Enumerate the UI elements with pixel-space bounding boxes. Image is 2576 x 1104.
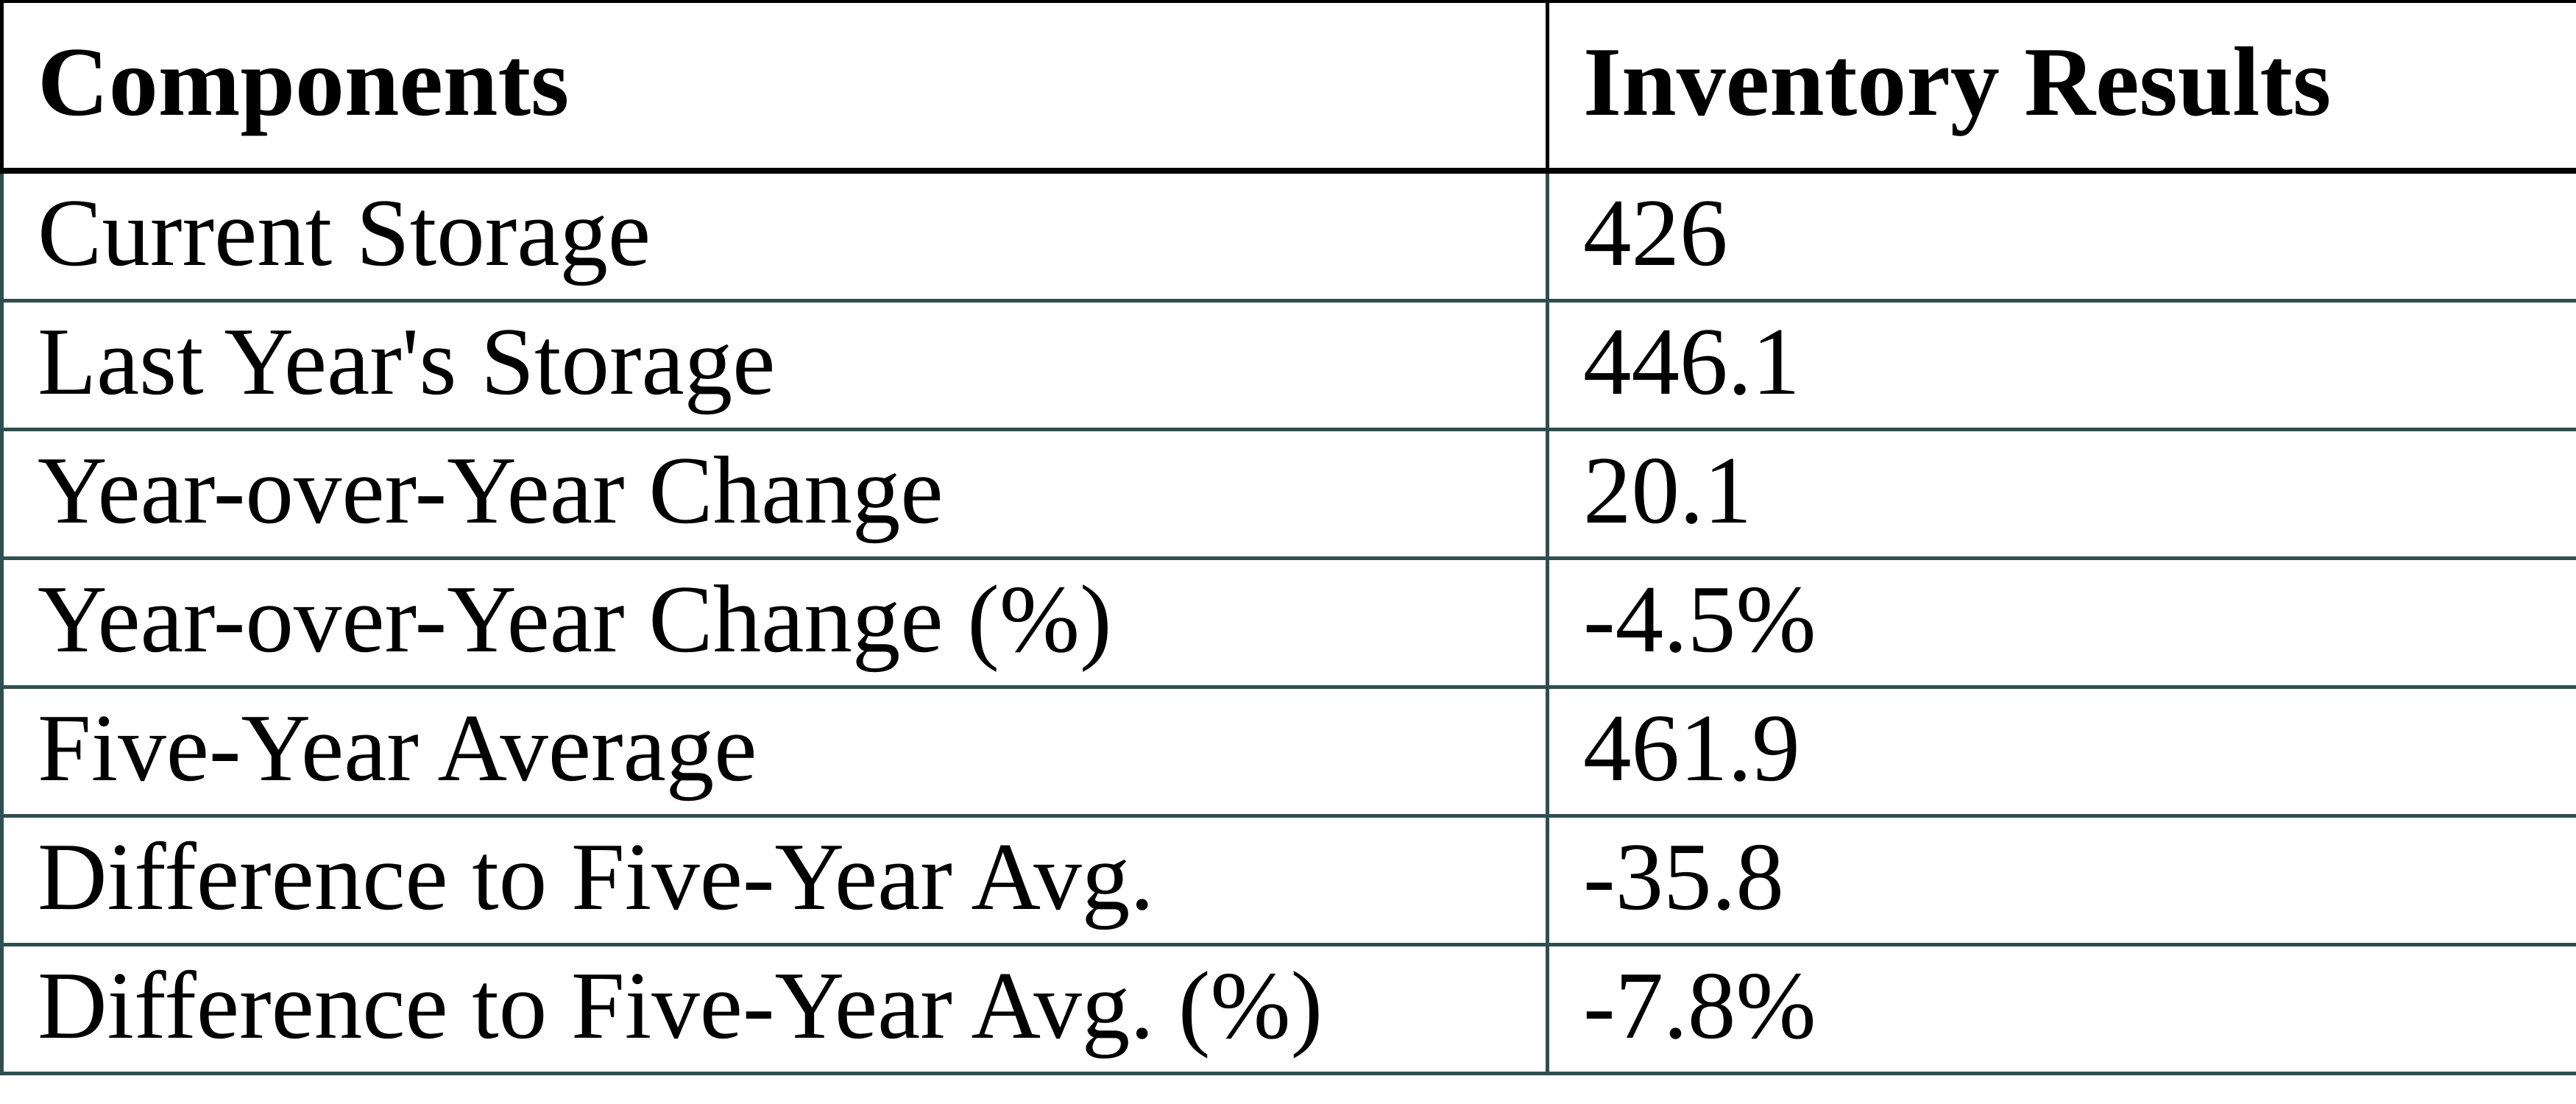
table-row: Five-Year Average 461.9 — [0, 685, 2576, 818]
value-cell: -35.8 — [1546, 814, 2576, 946]
table-row: Current Storage 426 — [0, 169, 2576, 302]
inventory-table: Components Inventory Results Current Sto… — [0, 0, 2576, 1075]
table-header-row: Components Inventory Results — [0, 0, 2576, 174]
component-label-cell: Current Storage — [0, 169, 1549, 302]
component-label-cell: Year-over-Year Change — [0, 428, 1549, 560]
value-cell: 461.9 — [1546, 685, 2576, 818]
column-header-inventory-results: Inventory Results — [1546, 0, 2576, 174]
component-label-cell: Year-over-Year Change (%) — [0, 556, 1549, 689]
value-cell: -4.5% — [1546, 556, 2576, 689]
table-row: Year-over-Year Change 20.1 — [0, 428, 2576, 560]
table-row: Last Year's Storage 446.1 — [0, 299, 2576, 431]
component-label-cell: Difference to Five-Year Avg. (%) — [0, 943, 1549, 1075]
component-label-cell: Last Year's Storage — [0, 299, 1549, 431]
inventory-results-table-container: Components Inventory Results Current Sto… — [0, 0, 2576, 1075]
component-label-cell: Difference to Five-Year Avg. — [0, 814, 1549, 946]
table-row: Year-over-Year Change (%) -4.5% — [0, 556, 2576, 689]
column-header-components: Components — [0, 0, 1549, 174]
value-cell: 426 — [1546, 169, 2576, 302]
value-cell: 446.1 — [1546, 299, 2576, 431]
table-row: Difference to Five-Year Avg. (%) -7.8% — [0, 943, 2576, 1075]
table-row: Difference to Five-Year Avg. -35.8 — [0, 814, 2576, 946]
component-label-cell: Five-Year Average — [0, 685, 1549, 818]
value-cell: 20.1 — [1546, 428, 2576, 560]
value-cell: -7.8% — [1546, 943, 2576, 1075]
